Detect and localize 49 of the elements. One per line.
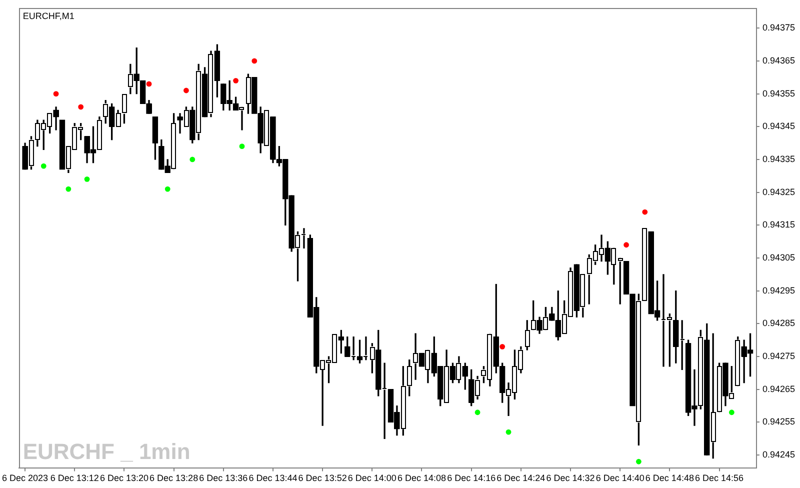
x-tick-label: 6 Dec 14:24 [496,473,546,484]
y-tick-label: 0.94305 [762,252,796,262]
y-tick-label: 0.94275 [762,351,796,362]
point [190,156,196,162]
point [642,209,648,215]
x-tick-label: 6 Dec 13:28 [150,473,198,484]
point [146,81,152,87]
x-tick-label: 6 Dec 13:36 [199,473,248,484]
point [66,186,72,192]
y-tick-label: 0.94365 [762,55,796,66]
point [252,58,258,64]
point [164,186,170,192]
chart-title: EURCHF,M1 [22,11,74,22]
y-tick-label: 0.94315 [762,220,796,230]
x-tick-label: 6 Dec 13:44 [248,473,298,484]
y-tick-label: 0.94295 [762,285,796,296]
point [78,104,84,110]
y-tick-label: 0.94345 [762,121,796,132]
point [233,78,238,84]
point [624,242,629,248]
y-tick-label: 0.94285 [762,318,796,328]
x-tick-label: 6 Dec 14:56 [695,473,744,484]
point [239,144,245,150]
x-tick-label: 6 Dec 14:08 [397,473,446,484]
point [184,88,189,94]
x-tick-label: 6 Dec 13:52 [298,473,347,484]
point [53,91,59,96]
point [84,176,90,182]
y-tick-label: 0.94355 [762,88,796,98]
point [636,458,642,464]
x-tick-label: 6 Dec 14:00 [348,473,396,484]
x-tick-label: 6 Dec 2023 [2,473,48,484]
point [500,344,506,350]
y-tick-label: 0.94255 [762,416,796,427]
x-tick-label: 6 Dec 13:12 [50,473,99,484]
y-tick-label: 0.94325 [762,186,796,197]
x-tick-label: 6 Dec 14:16 [447,473,496,484]
point [506,429,512,435]
x-tick-label: 6 Dec 14:48 [645,473,694,484]
point [728,410,734,416]
x-tick-label: 6 Dec 14:32 [546,473,595,484]
y-tick-label: 0.94265 [762,384,796,394]
point [40,163,46,169]
x-tick-label: 6 Dec 13:20 [100,473,148,484]
point [474,410,480,416]
y-tick-label: 0.94335 [762,154,796,164]
y-tick-label: 0.94245 [762,450,796,460]
x-tick-label: 6 Dec 14:40 [596,473,644,484]
y-tick-label: 0.94375 [762,22,796,33]
